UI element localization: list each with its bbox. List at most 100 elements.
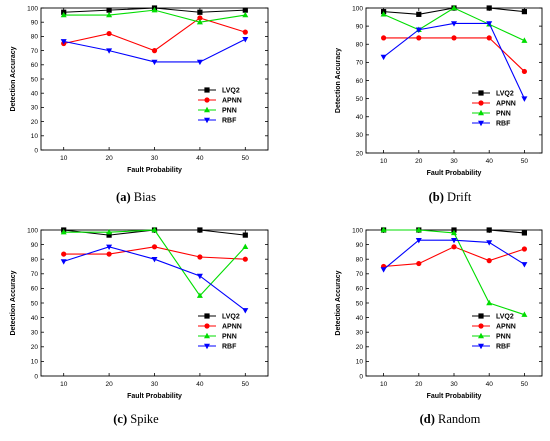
series-line-pnn [63, 229, 246, 297]
y-axis-label: Detection Accuracy [335, 48, 342, 113]
chart-panel-2: 20 30 40 50 60 70 80 90 100 10 20 30 40 50 Fault Proba… [335, 4, 543, 204]
data-point-lvq2 [486, 227, 492, 233]
x-tick-label: 10 [60, 155, 68, 162]
data-point-rbf [380, 54, 387, 61]
x-axis-label: Fault Probability [427, 170, 482, 177]
y-axis-label: Detection Accuracy [10, 46, 17, 111]
data-point-pnn [451, 229, 457, 236]
y-tick-label: 100 [27, 5, 38, 12]
data-point-rbf [106, 244, 113, 250]
data-point-pnn [106, 228, 113, 235]
chart-panel-1: 0 10 20 30 40 50 60 70 80 90 100 10 20 30 40 50 Fault Pr… [10, 5, 269, 204]
data-point-apnn [381, 35, 387, 41]
data-point-pnn [106, 11, 113, 18]
series-line-rbf [63, 246, 246, 311]
x-tick-label: 50 [242, 155, 250, 162]
panel-caption: (b) Drift [429, 190, 472, 204]
y-tick-label: 50 [356, 300, 364, 307]
y-tick-label: 90 [31, 20, 39, 27]
data-point-pnn [415, 226, 422, 233]
legend-label-lvq2: LVQ2 [496, 91, 514, 98]
legend-marker-pnn [204, 332, 210, 339]
data-point-lvq2 [106, 232, 112, 238]
y-tick-label: 20 [31, 119, 39, 126]
plot-frame [40, 229, 269, 377]
data-point-lvq2 [521, 9, 527, 15]
data-point-rbf [242, 37, 249, 43]
legend-marker-lvq2 [478, 313, 484, 319]
series-apnn [381, 244, 528, 270]
data-point-pnn [242, 243, 249, 249]
x-tick-label: 20 [415, 158, 423, 165]
y-tick-label: 30 [356, 132, 364, 139]
legend-marker-apnn [204, 97, 210, 103]
x-tick-label: 10 [380, 381, 388, 388]
legend-label-apnn: APNN [496, 324, 516, 331]
data-point-rbf [151, 257, 158, 263]
legend-marker-rbf [204, 117, 210, 124]
legend-label-lvq2: LVQ2 [222, 314, 240, 321]
series-rbf [380, 238, 528, 273]
x-tick-label: 50 [242, 381, 250, 388]
series-apnn [61, 15, 248, 54]
data-point-pnn [196, 19, 203, 25]
y-tick-label: 0 [359, 373, 363, 380]
y-tick-label: 70 [31, 48, 39, 55]
chart-panel-3: 0 10 20 30 40 50 60 70 80 90 100 10 20 30 40 50 Fault Pr… [10, 226, 269, 426]
legend-marker-lvq2 [478, 90, 484, 96]
legend: LVQ2 APNN PNN RBF [472, 313, 516, 351]
data-point-pnn [451, 4, 457, 11]
legend-label-pnn: PNN [496, 111, 511, 118]
y-tick-label: 70 [356, 271, 364, 278]
x-axis-label: Fault Probability [427, 393, 482, 400]
y-axis-label: Detection Accuracy [10, 270, 17, 335]
x-tick-label: 50 [521, 158, 529, 165]
data-point-lvq2 [106, 7, 112, 13]
data-point-pnn [60, 11, 67, 18]
legend-marker-pnn [478, 109, 484, 116]
caption-text: Drift [444, 190, 472, 204]
y-tick-label: 100 [352, 227, 363, 234]
data-point-lvq2 [416, 11, 422, 17]
y-tick-label: 60 [31, 62, 39, 69]
data-point-lvq2 [242, 7, 248, 13]
series-pnn [60, 226, 249, 298]
caption-text: Random [435, 412, 481, 426]
legend-marker-rbf [204, 343, 210, 350]
data-point-apnn [197, 15, 203, 21]
series-apnn [381, 35, 528, 75]
x-tick-label: 40 [196, 381, 204, 388]
x-tick-label: 40 [486, 381, 494, 388]
y-tick-label: 40 [356, 315, 364, 322]
x-tick-label: 10 [60, 381, 68, 388]
data-point-rbf [415, 27, 422, 33]
legend-label-lvq2: LVQ2 [222, 88, 240, 95]
series-pnn [380, 226, 528, 317]
data-point-lvq2 [197, 9, 203, 15]
data-point-pnn [242, 11, 249, 18]
y-tick-label: 90 [356, 242, 364, 249]
x-axis-label: Fault Probability [127, 167, 182, 174]
data-point-pnn [521, 311, 528, 317]
y-tick-label: 10 [356, 359, 364, 366]
data-point-apnn [486, 35, 492, 41]
data-point-lvq2 [242, 232, 248, 238]
data-point-pnn [151, 6, 158, 13]
legend-marker-apnn [204, 323, 210, 329]
data-point-apnn [416, 260, 422, 267]
legend-label-pnn: PNN [222, 108, 237, 115]
data-point-pnn [60, 228, 67, 235]
x-tick-label: 30 [450, 158, 458, 165]
x-axis-label: Fault Probability [127, 393, 182, 400]
data-point-apnn [151, 48, 158, 54]
x-tick-label: 40 [196, 155, 204, 162]
data-point-rbf [196, 59, 203, 66]
legend-marker-rbf [478, 343, 484, 350]
panel-caption: (a) Bias [116, 190, 156, 204]
data-point-apnn [416, 35, 422, 41]
y-tick-label: 80 [31, 257, 39, 264]
legend: LVQ2 APNN PNN RBF [198, 87, 242, 125]
series-pnn [380, 4, 528, 43]
y-tick-label: 30 [31, 330, 39, 337]
